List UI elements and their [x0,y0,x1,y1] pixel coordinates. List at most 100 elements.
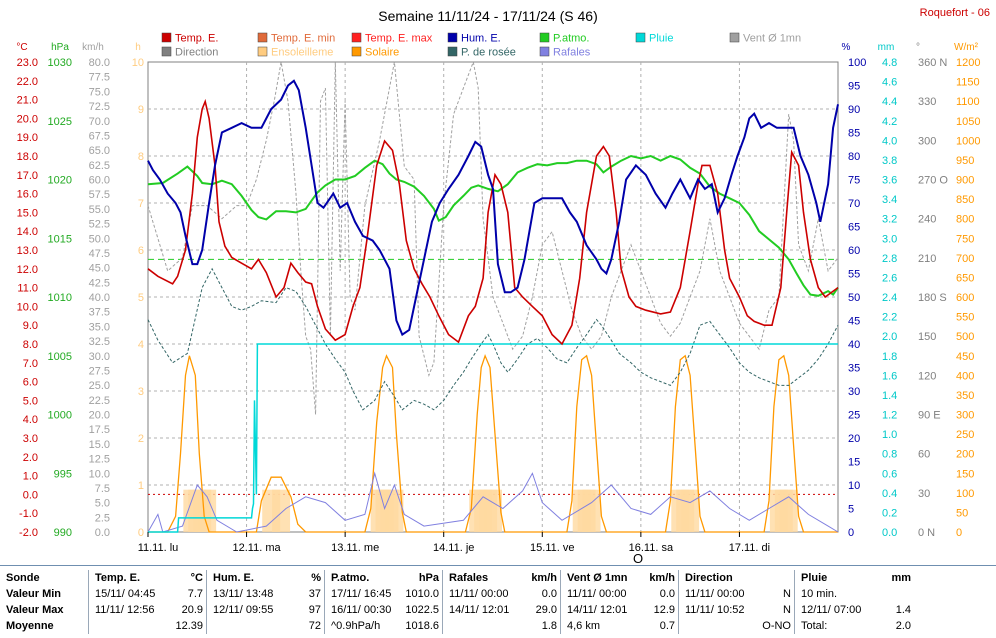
temp-tick-label: 2.0 [23,452,38,464]
wind-tick-label: 52.5 [89,219,110,231]
col-hum: Hum. E.% 13/11/ 13:48 37 12/11/ 09:55 97 7… [206,570,325,634]
wind-avg-value: 0.7 [659,620,675,632]
temp-max-time: 11/11/ 12:56 [95,604,155,616]
rain-tick-label: 3.8 [882,155,897,167]
header-wind: Vent Ø 1mn [567,572,628,584]
gust-min-time: 11/11/ 00:00 [449,588,509,600]
dir-tick-label: 60 [918,449,930,461]
hum-avg-value: 72 [308,620,321,632]
wind-tick-label: 37.5 [89,307,110,319]
humidity-line [147,79,839,337]
rain-tick-label: 0.6 [882,468,897,480]
solar-tick-label: 1000 [956,135,980,147]
rain-tick-label: 0.8 [882,449,897,461]
series-lines [147,60,839,533]
wind-tick-label: 62.5 [89,160,110,172]
gust-max-value: 29.0 [535,604,557,616]
legend-label: Hum. E. [461,33,501,45]
dir-min-value: N [783,588,791,600]
dir-tick-label: 180 S [918,292,947,304]
rain-tick-label: 2.2 [882,312,897,324]
gust-avg-value: 1.8 [541,620,557,632]
header-temp: Temp. E. [95,572,141,584]
dir-min-time: 11/11/ 00:00 [685,588,745,600]
legend-swatch [161,46,172,57]
press-tick-label: 1015 [48,233,72,245]
solar-tick-label: 750 [956,233,974,245]
hum-tick-label: 45 [848,316,860,328]
temp-tick-label: 14.0 [17,226,38,238]
col-dir: Direction 11/11/ 00:00 N 11/11/ 10:52 N O-… [678,570,795,634]
sun-tick-label: 6 [138,245,144,257]
wind-tick-label: 35.0 [89,321,110,333]
temp-tick-label: 9.0 [23,320,38,332]
sun-tick-label: 3 [138,386,144,398]
day-label: 17.11. di [729,542,770,554]
temp-min-time: 15/11/ 04:45 [95,588,156,600]
wind-tick-label: 45.0 [89,263,110,275]
solar-tick-label: 500 [956,331,974,343]
temp-tick-label: 5.0 [23,395,38,407]
header-wind-unit: km/h [649,572,675,584]
hum-tick-label: 100 [848,57,866,69]
weather-chart: 23.022.021.020.019.018.017.016.015.014.0… [16,7,990,565]
press-tick-label: 1030 [48,57,72,69]
wind-min-value: 0.0 [659,588,675,600]
dir-max-time: 11/11/ 10:52 [685,604,745,616]
legend-swatch [539,32,550,43]
wind-tick-label: 60.0 [89,175,110,187]
rain-tick-label: 0.4 [882,488,897,500]
temp-tick-label: 17.0 [17,170,38,182]
label-min: Valeur Min [6,588,62,600]
rain-tick-label: 2.4 [882,292,897,304]
legend-label: Pluie [649,33,673,45]
sunshine-bar [681,489,700,532]
rain-total-label: Total: [801,620,828,632]
rain-tick-label: 4.2 [882,116,897,128]
press-unit: hPa [51,42,69,53]
wind-tick-label: 12.5 [89,454,110,466]
solar-tick-label: 950 [956,155,974,167]
col-sonde: Sonde Valeur Min Valeur Max Moyenne [0,570,88,634]
header-temp-unit: °C [190,572,203,584]
sunshine-bar [582,489,601,532]
legend-label: Temp. E. min [271,33,335,45]
solar-tick-label: 1100 [956,96,980,108]
wind-tick-label: 7.5 [95,483,110,495]
header-rain-unit: mm [891,572,911,584]
solar-tick-label: 350 [956,390,974,402]
rain-tick-label: 1.6 [882,370,897,382]
rain-tick-label: 4.8 [882,57,897,69]
temp-avg-value: 12.39 [175,620,203,632]
wind-tick-label: 32.5 [89,336,110,348]
wind-tick-label: 2.5 [95,512,110,524]
axes: 23.022.021.020.019.018.017.016.015.014.0… [17,57,981,539]
legend-swatch [257,32,268,43]
col-rain: Pluie mm 10 min. 12/11/ 07:00 1.4 Total: 2.… [794,570,915,634]
day-label: 13.11. me [331,542,379,554]
hum-tick-label: 35 [848,363,860,375]
temp-tick-label: 13.0 [17,245,38,257]
hum-tick-label: 90 [848,104,860,116]
legend-label: Rafales [553,47,591,59]
header-sonde: Sonde [6,572,40,584]
temp-tick-label: 22.0 [17,76,38,88]
hum-tick-label: 75 [848,175,860,187]
rain-tick-label: 2.0 [882,331,897,343]
dir-max-value: N [783,604,791,616]
rain-tick-label: 4.6 [882,77,897,89]
temp-tick-label: 19.0 [17,132,38,144]
temp-tick-label: 3.0 [23,433,38,445]
solar-tick-label: 550 [956,312,974,324]
day-label: 16.11. sa [629,542,674,554]
legend-swatch [351,46,362,57]
press-avg-value: 1018.6 [405,620,439,632]
sunshine-bar [385,489,404,532]
hum-tick-label: 70 [848,198,860,210]
hum-min-value: 37 [308,588,321,600]
solar-tick-label: 400 [956,370,974,382]
axis-units: °C hPa km/h h % mm ° W/m² [16,42,978,53]
press-tick-label: 1020 [48,175,72,187]
solar-series [148,353,838,533]
dir-tick-label: 0 N [918,527,935,539]
